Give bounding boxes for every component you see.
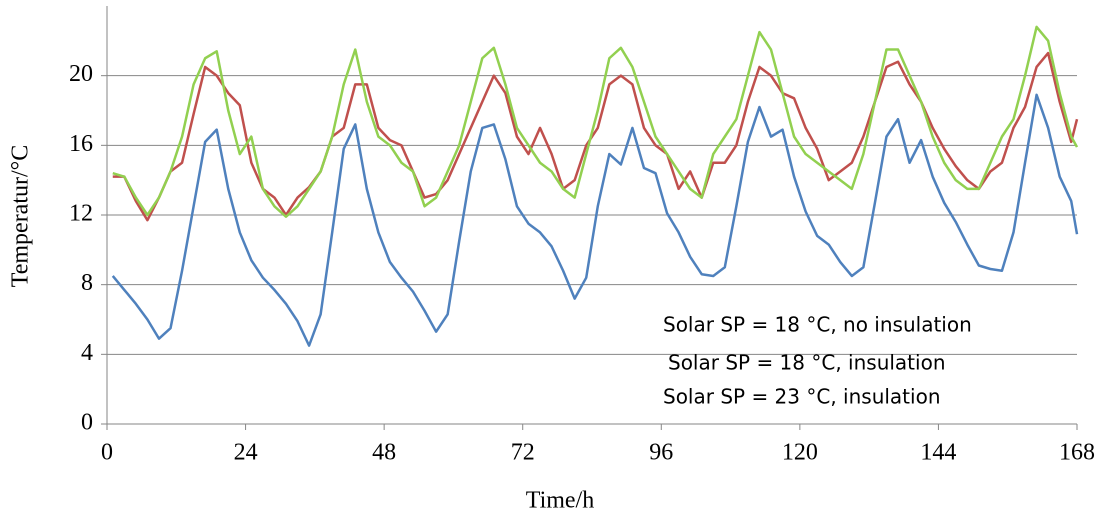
legend-label: Solar SP = 18 °C, insulation	[668, 351, 946, 375]
y-tick-label: 16	[69, 131, 93, 157]
legend-label: Solar SP = 18 °C, no insulation	[663, 313, 972, 337]
x-tick-label: 168	[1059, 440, 1095, 466]
series-line	[111, 93, 1079, 347]
y-tick-label: 8	[81, 270, 93, 296]
series-line	[112, 25, 1079, 218]
x-axis-label: Time/h	[526, 488, 594, 514]
legend-label: Solar SP = 23 °C, insulation	[663, 385, 941, 409]
y-tick-label: 0	[81, 410, 93, 436]
y-tick-label: 12	[69, 201, 93, 227]
x-tick-label: 120	[782, 440, 818, 466]
y-tick-label: 4	[81, 340, 93, 366]
x-tick-label: 144	[920, 440, 956, 466]
y-axis-label: Temperatur/°C	[8, 145, 34, 288]
x-tick-label: 72	[511, 440, 535, 466]
x-tick-label: 0	[101, 440, 113, 466]
x-tick-label: 24	[234, 440, 258, 466]
x-tick-label: 96	[649, 440, 673, 466]
x-tick-label: 48	[372, 440, 396, 466]
y-tick-label: 20	[69, 61, 93, 87]
